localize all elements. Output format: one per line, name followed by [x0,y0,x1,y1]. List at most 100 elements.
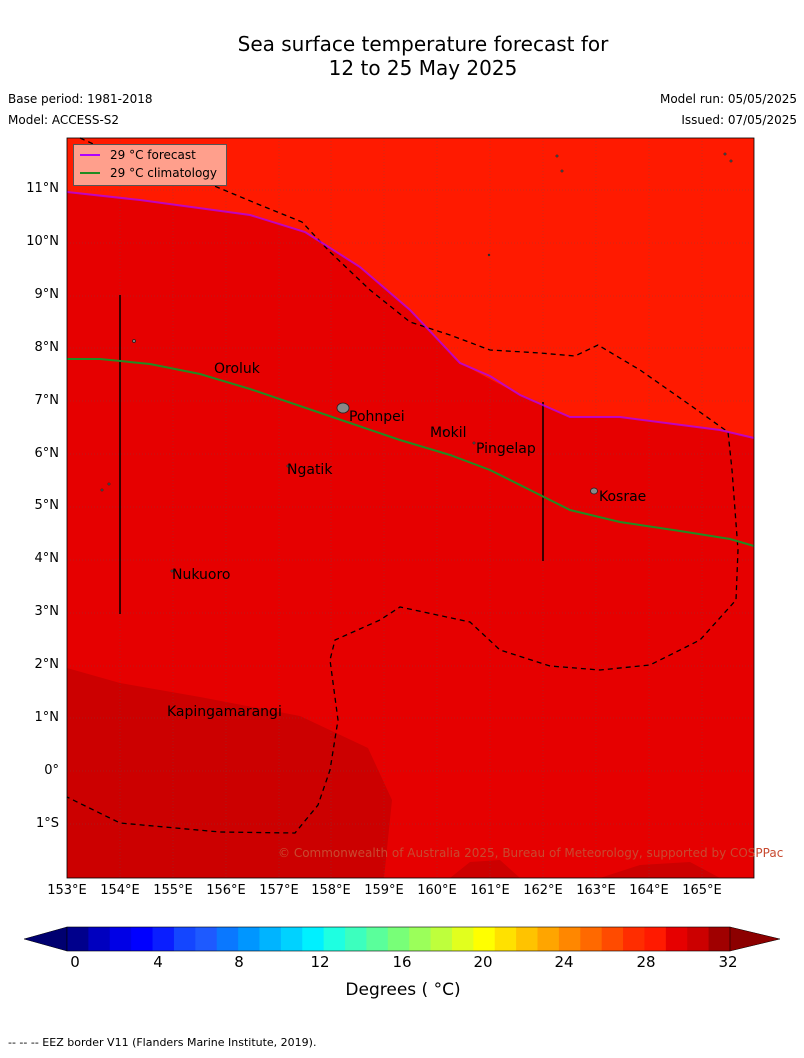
map-title: Sea surface temperature forecast for 12 … [0,32,804,80]
lon-label-165e: 165°E [682,883,722,898]
colorbar-segment [580,927,603,951]
colorbar-segment [323,927,346,951]
colorbar-tick-12: 12 [310,953,330,971]
colorbar-segment [280,927,303,951]
gridlines [67,138,754,878]
lon-label-163e: 163°E [576,883,616,898]
colorbar-segment [558,927,581,951]
colorbar-segment [131,927,154,951]
legend-forecast-swatch [80,154,100,156]
colorbar-segment [644,927,667,951]
map-legend: 29 °C forecast 29 °C climatology [73,144,227,186]
lat-label-6n: 6°N [34,446,60,461]
atoll-7 [107,482,111,486]
legend-climatology: 29 °C climatology [80,165,217,181]
legend-climatology-swatch [80,172,100,174]
climatology-29c-contour [67,358,755,547]
atoll-2 [560,169,564,173]
colorbar-segment [537,927,560,951]
colorbar-segment [366,927,389,951]
atoll-8 [442,429,446,433]
eez-footnote: -- -- -- EEZ border V11 (Flanders Marine… [8,1036,317,1049]
model-name: Model: ACCESS-S2 [8,113,120,127]
hot-region [67,668,392,878]
lon-label-156e: 156°E [206,883,246,898]
place-pingelap: Pingelap [476,441,536,457]
colorbar-tick-0: 0 [70,953,80,971]
issued-date: Issued: 07/05/2025 [681,113,797,127]
colorbar-segment [451,927,474,951]
place-oroluk: Oroluk [214,361,260,377]
colorbar-tick-4: 4 [153,953,163,971]
atoll-10 [286,464,290,468]
colorbar-segment [259,927,282,951]
place-mokil: Mokil [430,425,467,441]
colorbar-tick-24: 24 [554,953,574,971]
lon-label-158e: 158°E [311,883,351,898]
colorbar-segment [345,927,368,951]
place-nukuoro: Nukuoro [172,567,231,583]
copyright-notice: © Commonwealth of Australia 2025, Bureau… [278,846,784,860]
lat-label-9n: 9°N [34,287,60,302]
islands [100,152,733,573]
colorbar-segment [387,927,410,951]
lat-label-5n: 5°N [34,498,60,513]
title-line-2: 12 to 25 May 2025 [328,56,518,80]
colorbar-segment [109,927,132,951]
colorbar-label: Degrees ( °C) [345,980,461,1000]
atoll-3 [723,152,727,156]
colorbar-segment [708,927,731,951]
lat-label-8n: 8°N [34,340,60,355]
oroluk-island [132,339,136,343]
colorbar-segment [238,927,261,951]
colorbar-tick-32: 32 [718,953,738,971]
colorbar-segment [67,927,89,951]
colorbar-segment [665,927,688,951]
colorbar-segment [195,927,218,951]
title-line-1: Sea surface temperature forecast for [237,32,609,56]
colorbar-segment [516,927,539,951]
colorbar [23,926,781,952]
lon-label-154e: 154°E [100,883,140,898]
colorbar-tick-28: 28 [636,953,656,971]
colorbar-right-arrow [729,926,781,952]
lat-label-3n: 3°N [34,604,60,619]
atoll-6 [100,488,104,492]
lon-label-153e: 153°E [47,883,87,898]
colorbar-frame [66,926,731,952]
colorbar-segment [88,927,111,951]
forecast-29c-contour [66,191,755,439]
colorbar-segment [687,927,710,951]
place-kosrae: Kosrae [599,489,647,505]
eez-border [66,137,739,834]
lat-label-11n: 11°N [26,181,59,196]
colorbar-segment [173,927,196,951]
lat-label-1s: 1°S [35,816,59,831]
colorbar-segment [216,927,239,951]
colorbar-tick-20: 20 [473,953,493,971]
base-period: Base period: 1981-2018 [8,92,153,106]
lon-label-159e: 159°E [364,883,404,898]
atoll-4 [729,159,733,163]
colorbar-segment [152,927,175,951]
atoll-11 [170,569,174,573]
colorbar-segment [494,927,517,951]
colorbar-segment [409,927,432,951]
place-pohnpei: Pohnpei [349,409,405,425]
atoll-9 [472,441,476,445]
map-frame [66,137,755,879]
lat-label-1n: 1°N [34,710,60,725]
legend-forecast: 29 °C forecast [80,147,196,163]
lat-label-2n: 2°N [34,657,60,672]
colorbar-segment [302,927,325,951]
kosrae-island [590,487,598,495]
place-kapingamarangi: Kapingamarangi [167,704,282,720]
lon-label-164e: 164°E [629,883,669,898]
legend-forecast-label: 29 °C forecast [110,148,196,162]
lat-label-10n: 10°N [26,234,59,249]
legend-climatology-label: 29 °C climatology [110,166,218,180]
colorbar-segment [623,927,646,951]
pohnpei-island [336,402,350,414]
lat-label-4n: 4°N [34,551,60,566]
